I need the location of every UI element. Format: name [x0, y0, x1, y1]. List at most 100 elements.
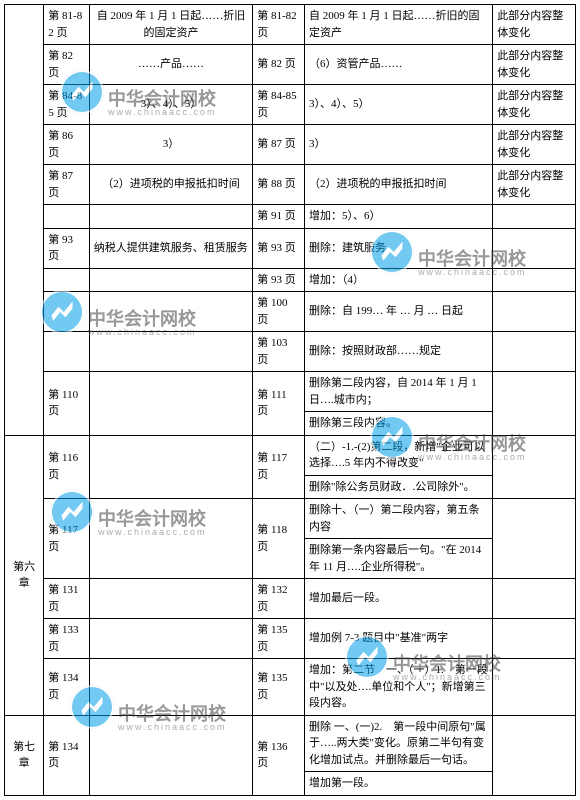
page2-cell: 第 93 页: [253, 228, 305, 268]
table-row: 第 82 页……产品……第 82 页（6）资管产品……此部分内容整体变化: [5, 45, 576, 85]
table-row: 第 84-85 页3）、4）、5）第 84-85 页3）、4）、5）此部分内容整…: [5, 85, 576, 125]
page1-cell: [44, 268, 90, 292]
note-cell: 此部分内容整体变化: [493, 45, 576, 85]
desc2-cell: 删除第二段内容，自 2014 年 1 月 1 日….城市内；: [304, 372, 492, 412]
table-row: 第 93 页纳税人提供建筑服务、租赁服务第 93 页删除：建筑服务: [5, 228, 576, 268]
desc1-cell: 3）: [89, 125, 252, 165]
table-row: 第 100 页删除：自 199… 年 … 月 … 日起: [5, 292, 576, 332]
desc2-cell: 3）: [304, 125, 492, 165]
desc2-cell: 删除：按照财政部……规定: [304, 332, 492, 372]
note-cell: [493, 268, 576, 292]
note-cell: [493, 659, 576, 716]
desc2-cell: 删除：建筑服务: [304, 228, 492, 268]
page1-cell: 第 93 页: [44, 228, 90, 268]
page2-cell: 第 81-82 页: [253, 5, 305, 45]
desc1-cell: [89, 619, 252, 659]
page2-cell: 第 132 页: [253, 579, 305, 619]
table-row: 第七章第 134 页第 136 页删除 一、(一)2. 第一段中间原句"属于….…: [5, 715, 576, 772]
desc2-cell: （6）资管产品……: [304, 45, 492, 85]
desc1-cell: [89, 372, 252, 436]
table-row: 第 86 页3）第 87 页3）此部分内容整体变化: [5, 125, 576, 165]
table-row: 第 87 页（2）进项税的申报抵扣时间第 88 页（2）进项税的申报抵扣时间此部…: [5, 165, 576, 205]
page1-cell: [44, 205, 90, 229]
page2-cell: 第 91 页: [253, 205, 305, 229]
note-cell: [493, 372, 576, 436]
desc1-cell: [89, 715, 252, 795]
table-row: 第 110 页第 111 页删除第二段内容，自 2014 年 1 月 1 日….…: [5, 372, 576, 412]
changes-table: 第 81-82 页自 2009 年 1 月 1 日起……折旧的固定资产第 81-…: [4, 4, 576, 796]
page2-cell: 第 100 页: [253, 292, 305, 332]
page2-cell: 第 111 页: [253, 372, 305, 436]
note-cell: 此部分内容整体变化: [493, 5, 576, 45]
page2-cell: 第 103 页: [253, 332, 305, 372]
table-row: 第 81-82 页自 2009 年 1 月 1 日起……折旧的固定资产第 81-…: [5, 5, 576, 45]
desc2-cell: 删除第三段内容。: [304, 412, 492, 436]
table-row: 第 133 页 第 135 页增加例 7-3 题目中"基准"两字: [5, 619, 576, 659]
note-cell: [493, 228, 576, 268]
desc2-cell: 增加第一段。: [304, 772, 492, 796]
page1-cell: 第 134 页: [44, 715, 90, 795]
note-cell: [493, 715, 576, 795]
note-cell: [493, 435, 576, 499]
page1-cell: 第 131 页: [44, 579, 90, 619]
table-row: 第 103 页删除：按照财政部……规定: [5, 332, 576, 372]
table-row: 第 91 页增加：5）、6）: [5, 205, 576, 229]
note-cell: 此部分内容整体变化: [493, 165, 576, 205]
desc1-cell: [89, 332, 252, 372]
desc2-cell: 增加：5）、6）: [304, 205, 492, 229]
desc1-cell: 自 2009 年 1 月 1 日起……折旧的固定资产: [89, 5, 252, 45]
desc2-cell: （二）-1.-(2)第二段，新增"企业可以选择….5 年内不得改变": [304, 435, 492, 475]
desc1-cell: [89, 499, 252, 579]
note-cell: 此部分内容整体变化: [493, 125, 576, 165]
page1-cell: [44, 292, 90, 332]
page1-cell: 第 81-82 页: [44, 5, 90, 45]
table-row: 第 131 页 第 132 页增加最后一段。: [5, 579, 576, 619]
desc1-cell: [89, 205, 252, 229]
desc2-cell: 删除第一条内容最后一句。"在 2014 年 11 月….企业所得税"。: [304, 539, 492, 579]
page2-cell: 第 136 页: [253, 715, 305, 795]
note-cell: 此部分内容整体变化: [493, 85, 576, 125]
page1-cell: 第 86 页: [44, 125, 90, 165]
page2-cell: 第 87 页: [253, 125, 305, 165]
chapter-cell: 第六章: [5, 435, 44, 715]
table-row: 第六章第 116 页第 117 页（二）-1.-(2)第二段，新增"企业可以选择…: [5, 435, 576, 475]
note-cell: [493, 292, 576, 332]
desc1-cell: [89, 435, 252, 499]
note-cell: [493, 579, 576, 619]
page2-cell: 第 93 页: [253, 268, 305, 292]
page2-cell: 第 135 页: [253, 619, 305, 659]
page2-cell: 第 88 页: [253, 165, 305, 205]
desc1-cell: [89, 268, 252, 292]
table-row: 第 117 页第 118 页删除十、（一）第二段内容，第五条内容: [5, 499, 576, 539]
desc1-cell: [89, 659, 252, 716]
note-cell: [493, 205, 576, 229]
table-row: 第 134 页 第 135 页增加：第二节 一、（一）1. 第一段中"以及处….单…: [5, 659, 576, 716]
page1-cell: 第 116 页: [44, 435, 90, 499]
desc2-cell: 增加例 7-3 题目中"基准"两字: [304, 619, 492, 659]
page2-cell: 第 84-85 页: [253, 85, 305, 125]
page1-cell: 第 110 页: [44, 372, 90, 436]
desc1-cell: 纳税人提供建筑服务、租赁服务: [89, 228, 252, 268]
page2-cell: 第 118 页: [253, 499, 305, 579]
page1-cell: 第 84-85 页: [44, 85, 90, 125]
desc2-cell: 删除"除公务员财政．.公司除外"。: [304, 475, 492, 499]
note-cell: [493, 499, 576, 579]
desc2-cell: 自 2009 年 1 月 1 日起……折旧的固定资产: [304, 5, 492, 45]
page2-cell: 第 82 页: [253, 45, 305, 85]
page2-cell: 第 117 页: [253, 435, 305, 499]
desc2-cell: 增加最后一段。: [304, 579, 492, 619]
table-row: 第 93 页增加：（4）: [5, 268, 576, 292]
desc2-cell: 增加：第二节 一、（一）1. 第一段中"以及处….单位和个人"；新增第三段内容。: [304, 659, 492, 716]
chapter-cell: [5, 5, 44, 436]
page1-cell: 第 82 页: [44, 45, 90, 85]
note-cell: [493, 619, 576, 659]
desc2-cell: 删除：自 199… 年 … 月 … 日起: [304, 292, 492, 332]
desc2-cell: 删除十、（一）第二段内容，第五条内容: [304, 499, 492, 539]
desc2-cell: 删除 一、(一)2. 第一段中间原句"属于…..两大类"变化。原第二半句有变化增…: [304, 715, 492, 772]
note-cell: [493, 332, 576, 372]
chapter-cell: 第七章: [5, 715, 44, 795]
page2-cell: 第 135 页: [253, 659, 305, 716]
page1-cell: 第 133 页: [44, 619, 90, 659]
page1-cell: 第 134 页: [44, 659, 90, 716]
page1-cell: 第 87 页: [44, 165, 90, 205]
